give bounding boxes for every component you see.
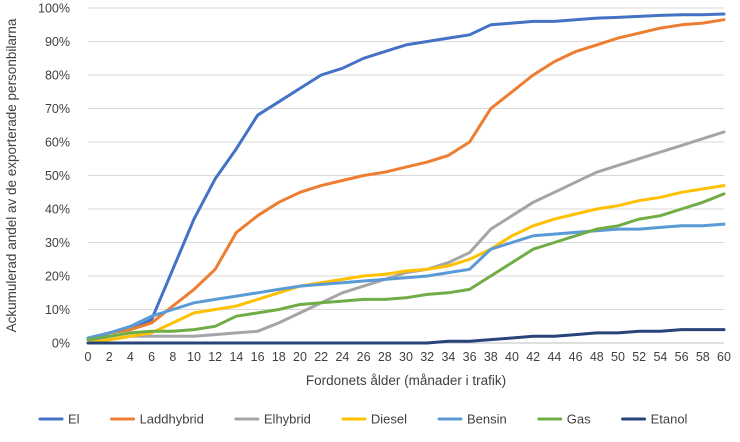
x-tick-label: 6 xyxy=(148,350,155,364)
x-tick-label: 4 xyxy=(127,350,134,364)
x-tick-label: 38 xyxy=(484,350,498,364)
legend-item: Diesel xyxy=(341,412,407,427)
y-tick-label: 0% xyxy=(52,337,70,351)
legend: El Laddhybrid Elhybrid Diesel Bensin Gas Etano… xyxy=(38,412,688,427)
legend-label: Bensin xyxy=(467,412,507,427)
y-tick-label: 20% xyxy=(45,270,70,284)
series-lines xyxy=(86,12,726,345)
series-line-el xyxy=(86,12,726,342)
x-tick-label: 28 xyxy=(378,350,392,364)
series-line-bensin xyxy=(86,222,726,340)
y-tick-label: 40% xyxy=(45,203,70,217)
x-tick-label: 36 xyxy=(463,350,477,364)
y-tick-label: 90% xyxy=(45,35,70,49)
x-tick-label: 30 xyxy=(399,350,413,364)
x-tick-label: 40 xyxy=(505,350,519,364)
legend-item: Etanol xyxy=(621,412,688,427)
y-tick-label: 100% xyxy=(38,2,70,16)
legend-label: Elhybrid xyxy=(264,412,311,427)
x-tick-label: 50 xyxy=(611,350,625,364)
x-tick-label: 16 xyxy=(251,350,265,364)
legend-item: Laddhybrid xyxy=(110,412,204,427)
x-tick-label: 52 xyxy=(632,350,646,364)
x-tick-label: 48 xyxy=(590,350,604,364)
x-tick-label: 46 xyxy=(569,350,583,364)
legend-item: Elhybrid xyxy=(234,412,311,427)
x-tick-label: 26 xyxy=(357,350,371,364)
x-tick-label: 10 xyxy=(187,350,201,364)
y-tick-label: 50% xyxy=(45,169,70,183)
series-line-diesel xyxy=(86,184,726,345)
x-tick-label: 34 xyxy=(441,350,455,364)
y-axis-title: Ackumulerad andel av de exporterade pers… xyxy=(4,18,19,332)
series-line-etanol xyxy=(86,328,726,345)
legend-item: Gas xyxy=(537,412,591,427)
y-tick-label: 60% xyxy=(45,136,70,150)
series-line-elhybrid xyxy=(86,130,726,342)
legend-label: Etanol xyxy=(651,412,688,427)
legend-label: Diesel xyxy=(371,412,407,427)
x-tick-label: 54 xyxy=(653,350,667,364)
legend-label: Laddhybrid xyxy=(140,412,204,427)
x-tick-label: 56 xyxy=(675,350,689,364)
y-tick-labels: 0% 10% 20% 30% 40% 50% 60% 70% 80% 90% 100% xyxy=(38,2,70,351)
x-axis-title: Fordonets ålder (månader i trafik) xyxy=(306,373,506,388)
x-tick-label: 42 xyxy=(526,350,540,364)
series-line-gas xyxy=(86,192,726,342)
legend-label: El xyxy=(68,412,80,427)
x-tick-label: 12 xyxy=(208,350,222,364)
x-tick-label: 2 xyxy=(106,350,113,364)
y-tick-label: 70% xyxy=(45,102,70,116)
x-tick-label: 58 xyxy=(696,350,710,364)
x-tick-label: 22 xyxy=(314,350,328,364)
x-tick-label: 18 xyxy=(272,350,286,364)
x-tick-label: 0 xyxy=(85,350,92,364)
y-tick-label: 10% xyxy=(45,303,70,317)
y-tick-label: 80% xyxy=(45,69,70,83)
x-tick-label: 32 xyxy=(420,350,434,364)
x-tick-label: 60 xyxy=(717,350,731,364)
series-line-laddhybrid xyxy=(86,18,726,342)
gridlines xyxy=(88,7,724,310)
legend-label: Gas xyxy=(567,412,591,427)
x-tick-label: 20 xyxy=(293,350,307,364)
x-tick-label: 44 xyxy=(547,350,561,364)
y-tick-label: 30% xyxy=(45,236,70,250)
x-tick-label: 14 xyxy=(229,350,243,364)
x-tick-label: 24 xyxy=(335,350,349,364)
x-tick-labels: 0 2 4 6 8 10 12 14 16 18 20 22 24 26 28 30 32 34 36 38 40 42 4… xyxy=(85,350,731,364)
x-tick-label: 8 xyxy=(169,350,176,364)
legend-item: Bensin xyxy=(437,412,507,427)
legend-item: El xyxy=(38,412,80,427)
